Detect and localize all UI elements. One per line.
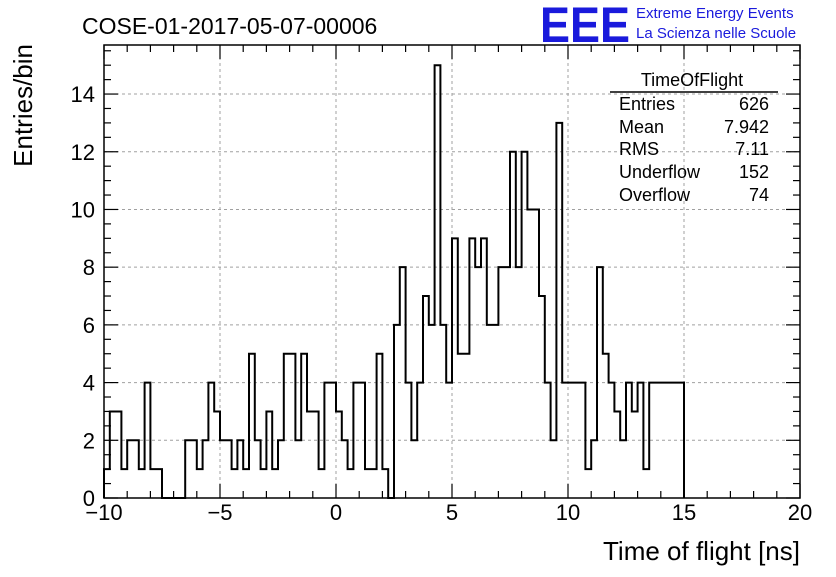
x-tick-label: −5 — [207, 500, 232, 525]
y-tick-label: 0 — [83, 486, 95, 511]
y-tick-label: 8 — [83, 255, 95, 280]
y-tick-label: 14 — [71, 82, 95, 107]
x-tick-label: 15 — [672, 500, 696, 525]
y-tick-label: 2 — [83, 428, 95, 453]
stats-label-rms: RMS — [619, 139, 659, 159]
eee-logo-line1: Extreme Energy Events — [636, 5, 794, 22]
y-tick-label: 12 — [71, 140, 95, 165]
stats-value-underflow: 152 — [739, 162, 769, 182]
stats-value-rms: 7.11 — [735, 139, 769, 159]
y-tick-label: 10 — [71, 197, 95, 222]
stats-title: TimeOfFlight — [641, 70, 743, 90]
x-tick-labels: −10 −5 0 5 10 15 20 — [85, 500, 812, 525]
stats-label-mean: Mean — [619, 117, 664, 137]
y-axis-title: Entries/bin — [8, 44, 38, 167]
axes — [103, 44, 801, 499]
y-tick-label: 4 — [83, 371, 95, 396]
x-tick-label: −10 — [85, 500, 122, 525]
histogram-series — [103, 64, 685, 499]
stats-value-overflow: 74 — [749, 185, 769, 205]
x-tick-label: 0 — [330, 500, 342, 525]
stats-value-mean: 7.942 — [724, 117, 769, 137]
eee-logo: EEE — [540, 0, 630, 53]
x-axis-title: Time of flight [ns] — [603, 536, 800, 566]
histogram-outline — [103, 64, 685, 499]
y-tick-label: 6 — [83, 313, 95, 338]
stats-label-overflow: Overflow — [619, 185, 691, 205]
y-tick-labels: 0 2 4 6 8 10 12 14 — [71, 82, 95, 511]
stats-label-entries: Entries — [619, 94, 675, 114]
stats-label-underflow: Underflow — [619, 162, 701, 182]
stats-value-entries: 626 — [739, 94, 769, 114]
eee-logo-line2: La Scienza nelle Scuole — [636, 25, 796, 42]
x-tick-label: 20 — [788, 500, 812, 525]
chart-title: COSE-01-2017-05-07-00006 — [82, 13, 377, 39]
stats-box: TimeOfFlight Entries 626 Mean 7.942 RMS … — [610, 70, 778, 205]
x-tick-label: 10 — [556, 500, 580, 525]
x-tick-label: 5 — [446, 500, 458, 525]
